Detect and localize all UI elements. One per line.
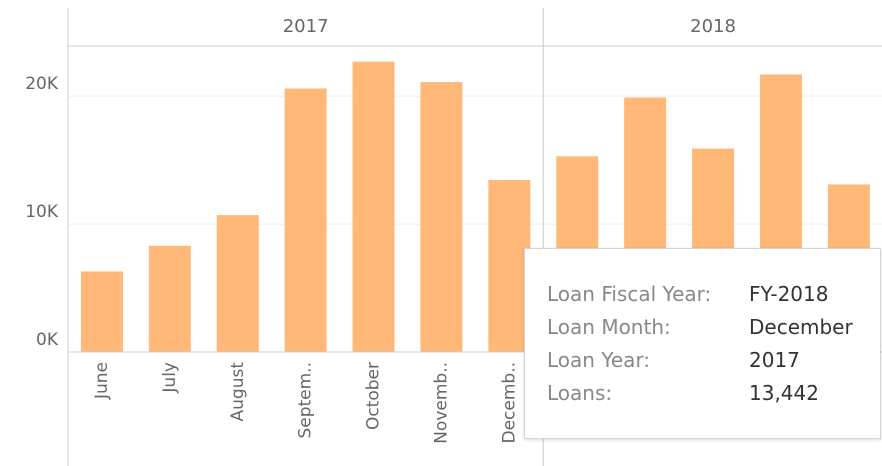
tooltip-value: FY-2018 xyxy=(749,281,829,306)
x-tick-label: Novemb.. xyxy=(431,362,451,444)
panel-title: 2017 xyxy=(283,16,329,37)
y-tick-label: 20K xyxy=(25,74,59,94)
bar xyxy=(284,88,327,352)
x-tick-label: Septem.. xyxy=(296,362,316,439)
tooltip-label: Loan Month: xyxy=(547,314,671,339)
y-tick-label: 10K xyxy=(25,202,59,222)
bar xyxy=(216,215,259,352)
tooltip-row: Loans: 13,442 xyxy=(525,376,880,409)
tooltip-label: Loan Year: xyxy=(547,347,651,372)
tooltip-value: 2017 xyxy=(749,347,800,372)
x-tick-label: Decemb.. xyxy=(499,362,519,444)
y-tick-label: 0K xyxy=(36,330,59,350)
panel-title: 2018 xyxy=(690,16,736,37)
x-tick-label: August xyxy=(228,362,248,422)
tooltip: Loan Fiscal Year: FY-2018 Loan Month: Decem… xyxy=(524,248,881,439)
bar xyxy=(420,82,463,353)
tooltip-row: Loan Fiscal Year: FY-2018 xyxy=(525,277,880,310)
bar xyxy=(80,271,123,352)
tooltip-value: December xyxy=(749,314,853,339)
x-tick-label: October xyxy=(364,362,384,430)
tooltip-label: Loan Fiscal Year: xyxy=(547,281,712,306)
bar xyxy=(148,245,191,352)
tooltip-value: 13,442 xyxy=(749,380,819,405)
tooltip-label: Loans: xyxy=(547,380,613,405)
tooltip-row: Loan Year: 2017 xyxy=(525,343,880,376)
x-tick-label: July xyxy=(160,362,180,394)
tooltip-row: Loan Month: December xyxy=(525,310,880,343)
bar xyxy=(352,61,395,353)
x-tick-label: June xyxy=(92,362,112,400)
bar xyxy=(488,180,531,352)
